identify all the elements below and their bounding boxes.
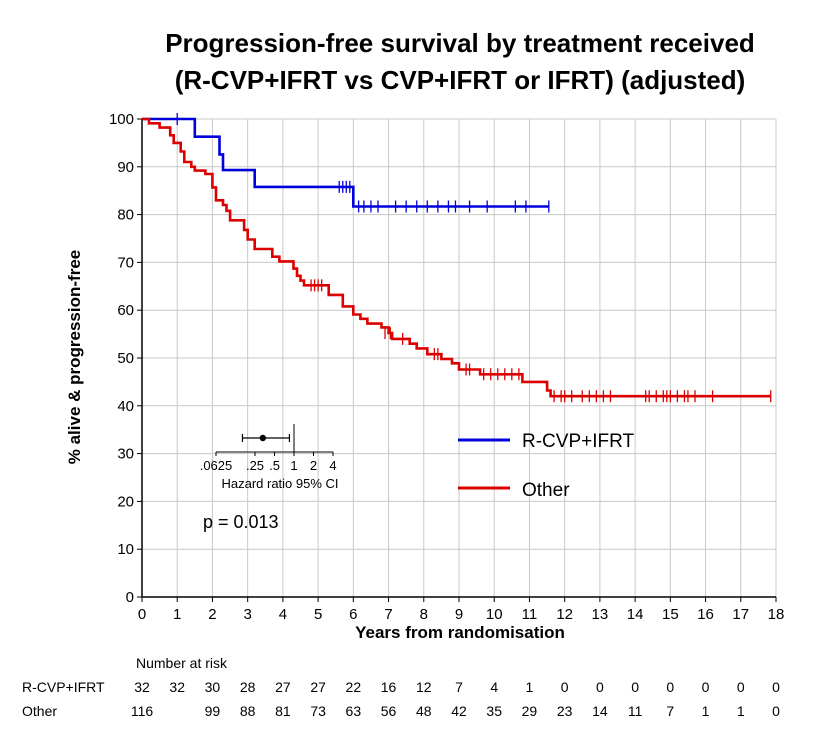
x-tick-label: 4 [279, 606, 287, 623]
y-tick-label: 40 [117, 398, 134, 415]
risk-value: 12 [416, 679, 432, 695]
risk-value: 56 [381, 703, 397, 719]
x-tick-label: 16 [697, 606, 714, 623]
risk-value: 11 [628, 703, 643, 719]
x-tick-label: 17 [732, 606, 749, 623]
y-tick-label: 60 [117, 302, 134, 319]
p-value: p = 0.013 [203, 512, 279, 532]
x-tick-label: 14 [627, 606, 644, 623]
x-tick-label: 10 [486, 606, 503, 623]
risk-value: 32 [169, 679, 185, 695]
risk-value: 28 [240, 679, 256, 695]
risk-value: 0 [772, 679, 780, 695]
risk-value: 35 [486, 703, 502, 719]
risk-value: 27 [310, 679, 326, 695]
risk-value: 88 [240, 703, 256, 719]
x-tick-label: 18 [768, 606, 785, 623]
risk-value: 32 [134, 679, 150, 695]
y-tick-label: 100 [109, 111, 134, 128]
risk-value: 0 [596, 679, 604, 695]
risk-value: 0 [666, 679, 674, 695]
risk-value: 30 [205, 679, 221, 695]
x-tick-label: 11 [522, 606, 538, 623]
x-tick-label: 8 [420, 606, 428, 623]
y-tick-label: 0 [126, 589, 134, 606]
risk-value: 23 [557, 703, 573, 719]
risk-value: 0 [631, 679, 639, 695]
risk-value: 1 [737, 703, 745, 719]
legend-label-r-cvp-ifrt: R-CVP+IFRT [522, 431, 634, 452]
risk-value: 1 [526, 679, 534, 695]
hr-tick-label: 1 [290, 458, 297, 473]
y-tick-label: 20 [117, 493, 134, 510]
risk-value: 42 [451, 703, 467, 719]
y-tick-label: 80 [117, 207, 134, 224]
risk-value: 73 [310, 703, 326, 719]
chart-title-line-2: (R-CVP+IFRT vs CVP+IFRT or IFRT) (adjust… [175, 65, 746, 95]
risk-value: 81 [275, 703, 291, 719]
risk-value: 99 [205, 703, 221, 719]
risk-value: 1 [702, 703, 710, 719]
chart-title-line-1: Progression-free survival by treatment r… [165, 28, 755, 58]
number-at-risk-heading: Number at risk [136, 655, 228, 671]
y-tick-label: 30 [117, 446, 134, 463]
hr-tick-label: .25 [246, 458, 264, 473]
risk-value: 63 [346, 703, 362, 719]
y-tick-label: 50 [117, 350, 134, 367]
risk-value: 7 [666, 703, 674, 719]
risk-value: 0 [772, 703, 780, 719]
x-tick-label: 7 [384, 606, 392, 623]
risk-value: 0 [702, 679, 710, 695]
hr-tick-label: .0625 [200, 458, 233, 473]
risk-value: 27 [275, 679, 291, 695]
curve-r-cvp-ifrt [142, 117, 549, 208]
hr-point-estimate [259, 434, 267, 442]
legend-label-other: Other [522, 480, 570, 501]
risk-row-label-other: Other [22, 703, 57, 719]
x-tick-label: 0 [138, 606, 146, 623]
curve-other [142, 117, 771, 398]
y-tick-label: 70 [117, 254, 134, 271]
risk-value: 14 [592, 703, 608, 719]
y-axis-ticks: 0 10 20 30 40 50 60 70 80 90 100 [109, 111, 142, 606]
risk-value: 0 [561, 679, 569, 695]
hazard-ratio-label: Hazard ratio 95% CI [221, 476, 338, 491]
risk-value: 16 [381, 679, 397, 695]
risk-value: 7 [455, 679, 463, 695]
risk-value: 48 [416, 703, 432, 719]
number-at-risk-values: 32 32 30 28 27 27 22 16 12 7 4 1 0 0 0 0 0 0 0 116 99 88 81 73 6… [131, 679, 780, 719]
x-tick-label: 1 [173, 606, 181, 623]
x-tick-label: 3 [243, 606, 251, 623]
hazard-ratio-inset: .0625 .25 .5 1 2 4 [200, 424, 337, 473]
x-tick-label: 13 [592, 606, 609, 623]
x-tick-label: 5 [314, 606, 322, 623]
x-tick-label: 6 [349, 606, 357, 623]
y-axis-title: % alive & progression-free [65, 250, 84, 464]
risk-value: 29 [522, 703, 538, 719]
y-tick-label: 90 [117, 159, 134, 176]
x-axis-title: Years from randomisation [355, 623, 565, 642]
hr-tick-label: .5 [269, 458, 280, 473]
risk-value: 4 [490, 679, 498, 695]
hr-tick-label: 2 [310, 458, 317, 473]
survival-curves [142, 113, 772, 403]
x-tick-label: 15 [662, 606, 679, 623]
risk-value: 116 [131, 703, 154, 719]
legend: R-CVP+IFRT Other [458, 431, 634, 501]
risk-value: 0 [737, 679, 745, 695]
x-tick-label: 2 [208, 606, 216, 623]
x-tick-label: 9 [455, 606, 463, 623]
risk-value: 22 [346, 679, 362, 695]
risk-row-label-r-cvp-ifrt: R-CVP+IFRT [22, 679, 105, 695]
hr-tick-label: 4 [329, 458, 336, 473]
y-tick-label: 10 [117, 541, 134, 558]
x-tick-label: 12 [556, 606, 573, 623]
x-axis-ticks: 0 1 2 3 4 5 6 7 8 9 10 11 12 13 14 15 16 17 18 [138, 597, 785, 623]
